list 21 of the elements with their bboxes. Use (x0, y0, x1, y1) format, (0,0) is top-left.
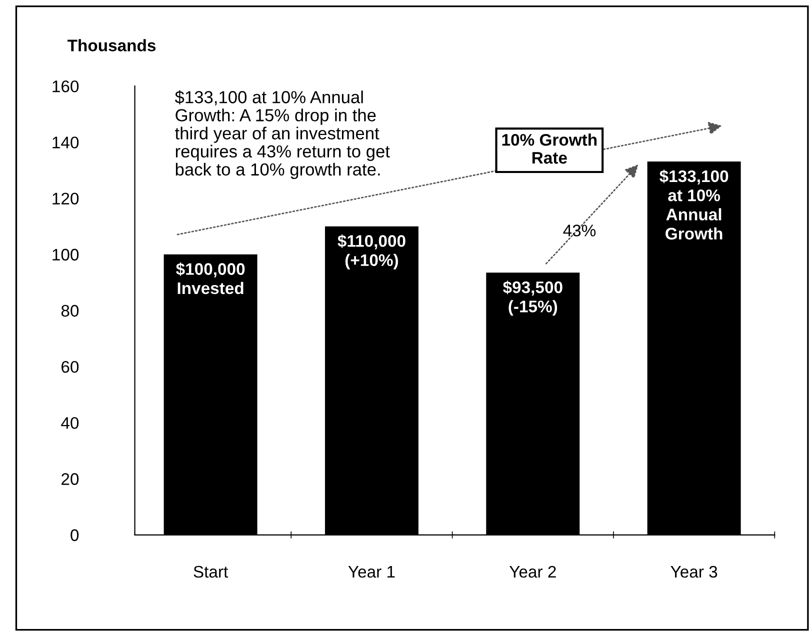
annotation: 10% Growth Rate (502, 134, 597, 164)
x-tick-label: Year 3 (670, 566, 718, 578)
y-axis-title: Thousands (68, 39, 156, 52)
y-tick-label: 120 (52, 192, 79, 204)
y-tick-label: 80 (61, 304, 79, 317)
annotation: $133,100 at 10% Annual Growth: A 15% drop in the third year of an investment requires a 43% return to get back to a 10% growth rate. (174, 90, 390, 180)
annotation: $110,000 (+10%) (338, 234, 406, 270)
y-tick-label: 60 (62, 360, 79, 373)
annotation: $100,000 Invested (176, 262, 245, 294)
y-tick-label: 100 (52, 248, 79, 261)
y-tick-label: 40 (61, 417, 79, 429)
y-tick-label: 160 (52, 80, 79, 92)
x-tick-label: Year 2 (509, 566, 556, 578)
x-tick-label: Start (194, 566, 228, 578)
x-tick-label: Year 1 (348, 566, 395, 578)
annotation: 43% (563, 224, 596, 236)
y-tick-label: 140 (52, 136, 79, 148)
y-tick-label: 0 (70, 529, 79, 542)
y-tick-label: 20 (62, 473, 79, 485)
annotation: $93,500 (-15%) (502, 280, 562, 316)
annotation: $133,100 at 10% Annual Growth (660, 170, 728, 240)
